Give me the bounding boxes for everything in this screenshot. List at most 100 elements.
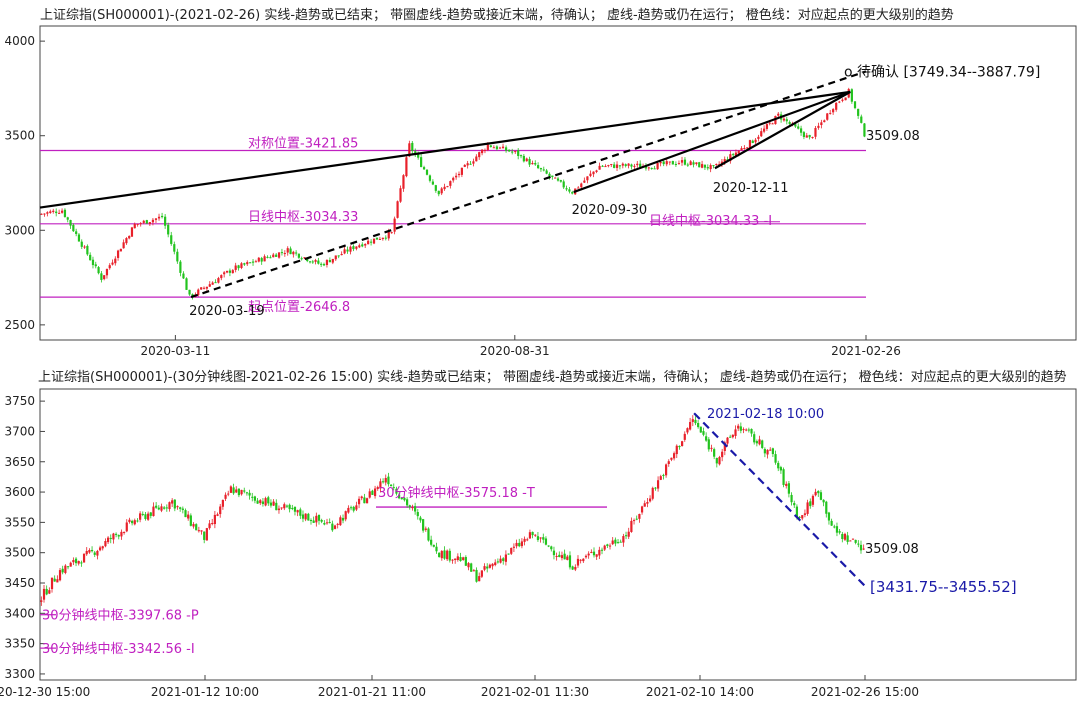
daily-candle-body	[542, 169, 545, 171]
min30-candle-body	[512, 546, 516, 548]
min30-candle-body	[822, 499, 825, 503]
min30-candle-body	[261, 501, 265, 505]
daily-candle-body	[443, 186, 446, 190]
daily-candle-body	[754, 139, 757, 143]
daily-candle-body	[217, 278, 220, 283]
daily-ytick-label: 4000	[4, 34, 35, 48]
daily-candle-body	[668, 161, 671, 163]
min30-candle-body	[571, 566, 574, 570]
min30-candle-body	[45, 588, 48, 595]
min30-candle-body	[614, 539, 617, 544]
min30-candle-body	[475, 569, 478, 582]
daily-candle-body	[249, 262, 252, 264]
daily-candle-body	[384, 237, 387, 239]
daily-candle-body	[223, 272, 226, 275]
min30-candle-body	[149, 512, 152, 516]
hline-label-symmetric: 对称位置-3421.85	[248, 136, 358, 151]
min30-candle-body	[315, 515, 318, 523]
daily-ytick-label: 3500	[4, 129, 35, 143]
min30-candle-body	[264, 498, 267, 506]
daily-trendline-2	[573, 90, 851, 194]
daily-candle-body	[823, 120, 826, 123]
min30-candle-body	[576, 558, 580, 566]
min30-candle-body	[707, 439, 710, 450]
min30-candle-body	[718, 457, 721, 465]
min30-candle-body	[312, 520, 315, 523]
min30-candle-body	[381, 481, 385, 483]
min30-candle-body	[643, 503, 646, 507]
daily-candle-body	[627, 163, 630, 166]
label-last-close-30min: 3509.08	[865, 542, 919, 557]
min30-candle-body	[283, 504, 286, 509]
daily-candle-body	[280, 252, 284, 254]
daily-candle-body	[399, 188, 402, 202]
min30-candle-body	[430, 539, 433, 545]
min30-ytick-label: 3650	[4, 455, 35, 469]
daily-candle-body	[89, 254, 92, 261]
min30-candle-body	[448, 550, 451, 561]
daily-candle-body	[554, 177, 557, 179]
daily-candle-body	[197, 289, 200, 296]
min30-candle-body	[686, 428, 689, 433]
daily-candle-body	[653, 168, 656, 170]
min30-candle-body	[499, 558, 502, 563]
label-date-2020-03-19: 2020-03-19	[189, 304, 265, 319]
min30-candle-body	[74, 558, 78, 564]
min30-candle-body	[373, 488, 377, 497]
daily-candle-body	[692, 162, 695, 165]
min30-candle-body	[587, 553, 590, 556]
daily-candle-body	[565, 188, 568, 190]
min30-candle-body	[683, 433, 686, 440]
min30-candle-body	[835, 526, 839, 533]
min30-candle-body	[747, 429, 750, 431]
min30-trendlines	[693, 412, 866, 587]
min30-candle-body	[830, 520, 833, 526]
min30-candle-body	[117, 535, 120, 537]
daily-candle-body	[325, 259, 329, 265]
daily-candle-body	[495, 146, 499, 150]
daily-y-axis: 2500 3000 3500 4000	[4, 34, 45, 332]
min30-candle-body	[205, 528, 208, 541]
min30-candle-body	[155, 505, 158, 508]
min30-candle-body	[702, 431, 705, 435]
daily-candle-body	[517, 150, 520, 156]
daily-candle-body	[559, 180, 562, 182]
hline-label-daily-center: 日线中枢-3034.33	[248, 210, 358, 225]
min30-candle-body	[462, 557, 465, 560]
hline-label-30min-i: 30分钟线中枢-3342.56 -I	[42, 641, 195, 657]
min30-candle-body	[494, 562, 497, 565]
min30-candle-body	[403, 497, 406, 501]
daily-candle-body	[361, 244, 364, 247]
min30-candle-body	[363, 497, 366, 504]
min30-candle-body	[189, 515, 192, 526]
min30-candle-body	[518, 542, 521, 547]
min30-candle-body	[106, 537, 110, 543]
min30-candle-body	[464, 557, 467, 566]
daily-candle-body	[545, 170, 548, 174]
min30-candle-body	[862, 548, 865, 550]
min30-candle-body	[320, 519, 323, 522]
min30-trendline-0	[693, 412, 866, 587]
min30-ytick-label: 3750	[4, 394, 35, 408]
daily-candle-body	[656, 162, 659, 170]
daily-candle-body	[734, 152, 738, 156]
min30-candle-body	[758, 439, 761, 445]
daily-candle-body	[659, 162, 662, 164]
min30-candle-body	[534, 534, 537, 536]
daily-candle-body	[674, 164, 678, 166]
daily-candle-body	[732, 154, 735, 156]
daily-candle-body	[130, 227, 134, 237]
daily-trendlines	[39, 70, 867, 299]
daily-candle-body	[695, 162, 698, 165]
daily-candle-body	[269, 257, 272, 259]
daily-candle-body	[709, 165, 712, 170]
daily-candle-body	[108, 265, 111, 269]
daily-candle-body	[820, 122, 823, 126]
min30-candle-body	[114, 533, 118, 535]
daily-candle-body	[589, 173, 592, 176]
min30-candle-body	[406, 499, 409, 506]
min30-candle-body	[139, 513, 142, 520]
daily-ytick-label: 3000	[4, 223, 35, 237]
min30-candle-body	[723, 442, 726, 451]
